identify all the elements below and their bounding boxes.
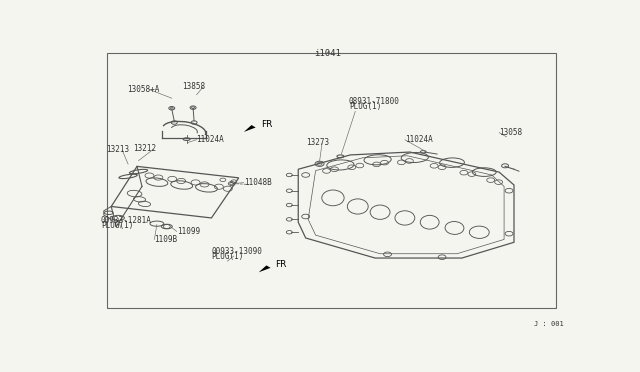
Text: 13858: 13858 — [182, 82, 205, 91]
Text: 13273: 13273 — [306, 138, 330, 147]
Text: 11024A: 11024A — [405, 135, 433, 144]
Text: 11099: 11099 — [177, 227, 200, 236]
Text: 13058+A: 13058+A — [127, 84, 159, 93]
Text: 11048B: 11048B — [244, 178, 271, 187]
Text: 13212: 13212 — [133, 144, 156, 153]
Polygon shape — [259, 265, 271, 272]
Text: 13058: 13058 — [499, 128, 522, 137]
Text: FR: FR — [261, 120, 273, 129]
Text: 13213: 13213 — [106, 145, 129, 154]
Text: PLUG(1): PLUG(1) — [211, 252, 244, 261]
Bar — [108, 53, 556, 308]
Text: 11024A: 11024A — [196, 135, 224, 144]
Text: J : 001: J : 001 — [534, 321, 564, 327]
Text: 00933-1281A: 00933-1281A — [101, 216, 152, 225]
Text: PLUG(1): PLUG(1) — [349, 102, 381, 111]
Polygon shape — [244, 125, 256, 132]
Text: FR: FR — [275, 260, 286, 269]
Text: PLUG(1): PLUG(1) — [101, 221, 133, 230]
Text: 00933-13090: 00933-13090 — [211, 247, 262, 256]
Text: 08931-71800: 08931-71800 — [349, 97, 400, 106]
Text: i1041: i1041 — [315, 49, 341, 58]
Text: 1109B: 1109B — [154, 235, 177, 244]
